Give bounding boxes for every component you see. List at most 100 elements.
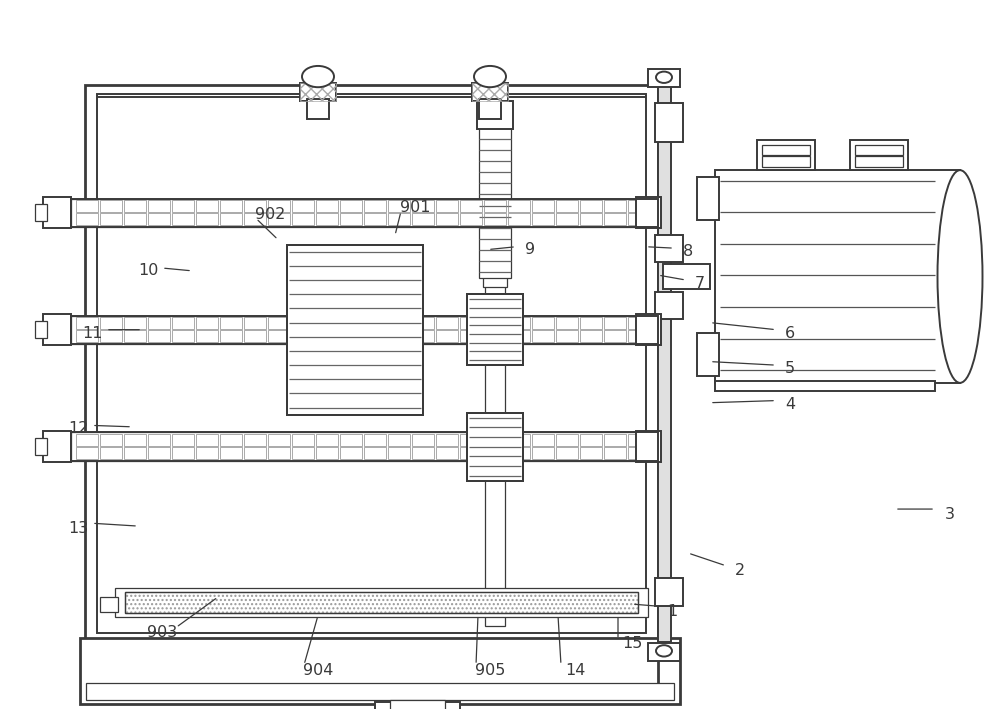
Bar bbox=[124, 434, 146, 446]
Bar bbox=[100, 213, 122, 225]
Bar bbox=[467, 413, 523, 481]
Bar bbox=[71, 199, 658, 227]
Text: 903: 903 bbox=[147, 625, 177, 640]
Bar bbox=[220, 434, 242, 446]
Bar bbox=[100, 200, 122, 212]
Bar bbox=[364, 200, 386, 212]
Bar bbox=[485, 94, 505, 626]
Bar bbox=[604, 330, 626, 342]
Bar bbox=[172, 434, 194, 446]
Bar bbox=[220, 213, 242, 225]
Text: 4: 4 bbox=[785, 396, 795, 412]
Bar bbox=[292, 330, 314, 342]
Bar bbox=[292, 447, 314, 459]
Text: 901: 901 bbox=[400, 199, 430, 215]
Bar bbox=[388, 200, 410, 212]
Bar bbox=[604, 434, 626, 446]
Bar bbox=[658, 85, 671, 642]
Bar bbox=[412, 447, 434, 459]
Bar bbox=[467, 413, 523, 481]
Bar bbox=[220, 447, 242, 459]
Bar bbox=[436, 317, 458, 329]
Bar bbox=[124, 447, 146, 459]
Bar bbox=[97, 94, 646, 633]
Bar bbox=[80, 638, 680, 704]
Text: 7: 7 bbox=[695, 276, 705, 291]
Bar bbox=[532, 330, 554, 342]
Bar bbox=[71, 432, 658, 461]
Bar bbox=[472, 83, 508, 101]
Text: 5: 5 bbox=[785, 361, 795, 376]
Bar bbox=[76, 447, 98, 459]
Bar bbox=[148, 200, 170, 212]
Bar bbox=[148, 447, 170, 459]
Bar bbox=[375, 702, 460, 709]
Bar bbox=[268, 434, 290, 446]
Bar bbox=[316, 330, 338, 342]
Bar bbox=[100, 447, 122, 459]
Bar bbox=[100, 317, 122, 329]
Bar bbox=[655, 103, 683, 142]
Bar bbox=[580, 434, 602, 446]
Bar bbox=[76, 200, 98, 212]
Text: 15: 15 bbox=[622, 636, 642, 652]
Bar bbox=[148, 317, 170, 329]
Bar bbox=[460, 200, 482, 212]
Bar bbox=[287, 245, 423, 415]
Bar bbox=[850, 140, 908, 170]
Bar bbox=[508, 434, 530, 446]
Bar bbox=[316, 447, 338, 459]
Bar bbox=[300, 83, 336, 101]
Bar bbox=[556, 213, 578, 225]
Bar bbox=[436, 447, 458, 459]
Bar bbox=[460, 317, 482, 329]
Bar bbox=[244, 317, 266, 329]
Bar bbox=[655, 292, 683, 319]
Bar bbox=[532, 200, 554, 212]
Bar bbox=[484, 434, 506, 446]
Bar bbox=[412, 434, 434, 446]
Text: 12: 12 bbox=[68, 421, 88, 437]
Bar bbox=[196, 434, 218, 446]
Bar bbox=[479, 99, 501, 119]
Bar bbox=[148, 213, 170, 225]
Text: 905: 905 bbox=[475, 662, 505, 678]
Bar bbox=[484, 213, 506, 225]
Bar bbox=[532, 447, 554, 459]
Bar bbox=[172, 447, 194, 459]
Bar bbox=[172, 330, 194, 342]
Bar bbox=[43, 314, 71, 345]
Bar bbox=[556, 330, 578, 342]
Bar bbox=[100, 597, 118, 612]
Bar bbox=[715, 381, 935, 391]
Bar bbox=[287, 245, 423, 415]
Bar bbox=[556, 317, 578, 329]
Bar bbox=[472, 83, 508, 101]
Bar bbox=[460, 447, 482, 459]
Bar bbox=[244, 200, 266, 212]
Text: 2: 2 bbox=[735, 563, 745, 579]
Bar bbox=[604, 317, 626, 329]
Bar bbox=[648, 643, 680, 661]
Bar bbox=[100, 330, 122, 342]
Bar bbox=[71, 432, 658, 461]
Bar bbox=[412, 317, 434, 329]
Bar bbox=[604, 447, 626, 459]
Bar bbox=[43, 431, 71, 462]
Bar bbox=[412, 213, 434, 225]
Bar bbox=[412, 330, 434, 342]
Bar bbox=[508, 200, 530, 212]
Bar bbox=[292, 434, 314, 446]
Bar bbox=[172, 213, 194, 225]
Bar bbox=[484, 330, 506, 342]
Bar bbox=[196, 200, 218, 212]
Bar bbox=[220, 330, 242, 342]
Bar bbox=[244, 447, 266, 459]
Bar bbox=[532, 317, 554, 329]
Bar bbox=[307, 99, 329, 119]
Bar bbox=[76, 434, 98, 446]
Bar bbox=[268, 200, 290, 212]
Bar bbox=[697, 333, 719, 376]
Bar bbox=[196, 213, 218, 225]
Bar bbox=[636, 431, 661, 462]
